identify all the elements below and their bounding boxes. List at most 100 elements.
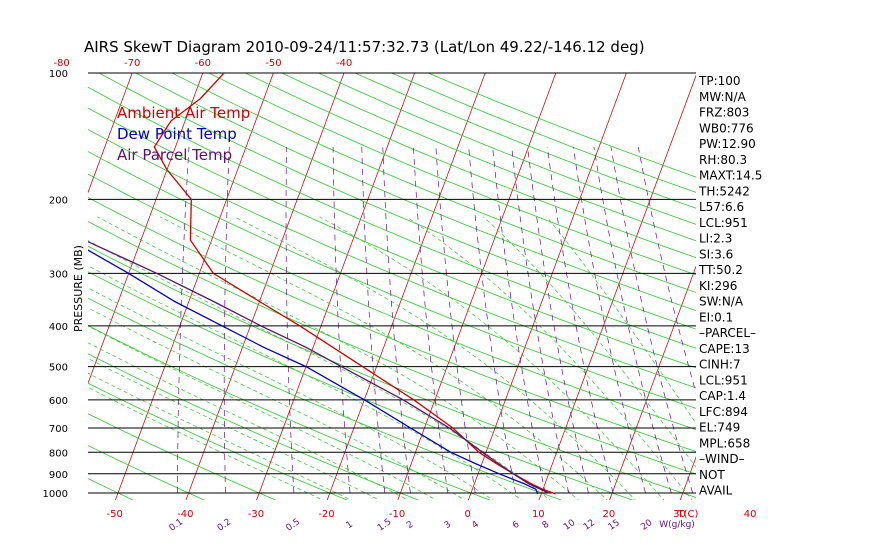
- isotherm-line: [326, 73, 486, 500]
- stat-entry: LI:2.3: [699, 232, 732, 246]
- mixing-ratio-line: [593, 146, 672, 494]
- mixing-ratio-label: 3: [443, 520, 453, 531]
- isotherm-line: [750, 73, 870, 502]
- dry-adiabat-line: [281, 73, 696, 242]
- dry-adiabat-line: [88, 197, 696, 452]
- dry-adiabat-line: [88, 245, 696, 498]
- bottom-temp-tick-label: -10: [389, 509, 405, 520]
- mixing-ratio-label: 0.5: [285, 517, 302, 533]
- pressure-tick-label: 100: [49, 69, 68, 80]
- bottom-temp-tick-label: 10: [532, 509, 545, 520]
- stat-entry: –PARCEL–: [699, 326, 756, 340]
- mixing-ratio-label: 12: [582, 518, 597, 533]
- dry-adiabat-line: [208, 73, 696, 276]
- mixing-ratio-label: 8: [541, 519, 552, 531]
- stat-entry: CAPE:13: [699, 342, 750, 356]
- mixing-ratio-line: [511, 146, 570, 494]
- top-temp-tick-label: -60: [195, 58, 211, 69]
- moist-adiabat-line: [319, 216, 665, 500]
- stat-entry: LCL:951: [699, 216, 748, 230]
- mixing-ratio-line: [492, 146, 546, 494]
- isotherm-line: [467, 73, 627, 500]
- pressure-tick-label: 1000: [43, 489, 68, 500]
- pressure-tick-label: 400: [49, 322, 68, 333]
- bottom-temp-tick-label: -30: [248, 509, 264, 520]
- stat-entry: –WIND–: [699, 452, 745, 466]
- stat-entry: CAP:1.4: [699, 389, 746, 403]
- dry-adiabat-line: [98, 73, 696, 330]
- dry-adiabat-line: [135, 73, 696, 312]
- mixing-ratio-label: 6: [511, 519, 522, 531]
- stat-entry: CINH:7: [699, 358, 741, 372]
- mixing-ratio-line: [361, 146, 386, 494]
- dry-adiabat-line: [88, 413, 277, 500]
- mixing-ratio-line: [572, 146, 646, 494]
- stat-entry: L57:6.6: [699, 200, 744, 214]
- bottom-temp-tick-label: 40: [744, 509, 757, 520]
- moist-adiabat-line: [88, 387, 324, 500]
- top-temp-tick-label: -70: [124, 58, 140, 69]
- moist-adiabat-line: [483, 216, 696, 468]
- moist-adiabat-line: [546, 216, 696, 424]
- mixing-ratio-line: [177, 146, 190, 493]
- mixing-ratio-line: [610, 146, 694, 494]
- mixing-unit-label: W(g/kg): [659, 520, 695, 530]
- stat-entry: MAXT:14.5: [699, 169, 762, 183]
- legend: Ambient Air Temp Dew Point Temp Air Parcel…: [117, 104, 250, 164]
- pressure-tick-label: 500: [49, 363, 68, 374]
- dry-adiabat-line: [88, 107, 696, 369]
- y-axis-label: PRESSURE (MB): [72, 245, 85, 332]
- dry-adiabat-line: [88, 353, 420, 500]
- bottom-temp-tick-label: 30: [673, 509, 686, 520]
- parcel-temp-line: [88, 240, 549, 494]
- bottom-temp-tick-label: 0: [465, 509, 471, 520]
- stat-entry: TT:50.2: [698, 263, 743, 277]
- dry-adiabat-line: [391, 73, 696, 193]
- isotherm-line: [0, 73, 62, 502]
- dry-adiabat-line: [88, 297, 563, 500]
- moist-adiabat-line: [88, 307, 466, 500]
- stat-entry: TP:100: [698, 74, 741, 88]
- moist-adiabat-line: [88, 357, 380, 500]
- pressure-tick-label: 700: [49, 424, 68, 435]
- stat-entry: LCL:951: [699, 373, 748, 387]
- top-temp-tick-label: -40: [336, 58, 352, 69]
- bottom-temp-tick-label: -20: [318, 509, 334, 520]
- top-temp-tick-label: -50: [265, 58, 281, 69]
- stat-entry: PW:12.90: [699, 137, 756, 151]
- pressure-tick-label: 800: [49, 448, 68, 459]
- isotherm-line: [538, 74, 696, 500]
- stat-entry: KI:296: [699, 279, 737, 293]
- stat-entry: MPL:658: [699, 436, 750, 450]
- moist-adiabat-line: [88, 265, 523, 500]
- isotherm-line: [256, 73, 415, 500]
- mixing-ratio-label: 15: [607, 518, 622, 533]
- moist-adiabat-line: [88, 372, 352, 500]
- moist-adiabat-line: [234, 216, 636, 500]
- dry-adiabat-line: [428, 73, 696, 178]
- mixing-ratio-line: [285, 146, 295, 494]
- isotherm-line: [88, 73, 204, 385]
- moist-adiabat-line: [97, 216, 579, 500]
- stat-entry: SI:3.6: [699, 247, 733, 261]
- mixing-ratio-label: 4: [470, 519, 481, 531]
- stat-entry: RH:80.3: [699, 153, 747, 167]
- mixing-ratio-line: [468, 146, 516, 494]
- isotherm-line: [88, 73, 133, 194]
- stat-entry: WB0:776: [699, 121, 754, 135]
- dry-adiabat-line: [354, 73, 696, 209]
- pressure-tick-label: 200: [49, 195, 68, 206]
- pressure-tick-label: 600: [49, 396, 68, 407]
- mixing-ratio-line: [382, 146, 411, 494]
- mixing-ratio-label: 10: [562, 518, 577, 533]
- mixing-ratio-label: 1: [345, 520, 355, 531]
- dewpoint-temp-line: [88, 249, 539, 495]
- isobar-lines: 100 200 300 400 500 600 700 800 900 1000: [43, 69, 696, 500]
- pressure-tick-label: 300: [49, 269, 68, 280]
- pressure-tick-label: 900: [49, 470, 68, 481]
- dry-adiabat-line: [88, 382, 349, 500]
- dry-adiabat-line: [88, 325, 491, 500]
- bottom-temp-tick-label: -40: [177, 509, 193, 520]
- legend-entry: Air Parcel Temp: [117, 146, 232, 164]
- top-temp-tick-label: -80: [53, 58, 69, 69]
